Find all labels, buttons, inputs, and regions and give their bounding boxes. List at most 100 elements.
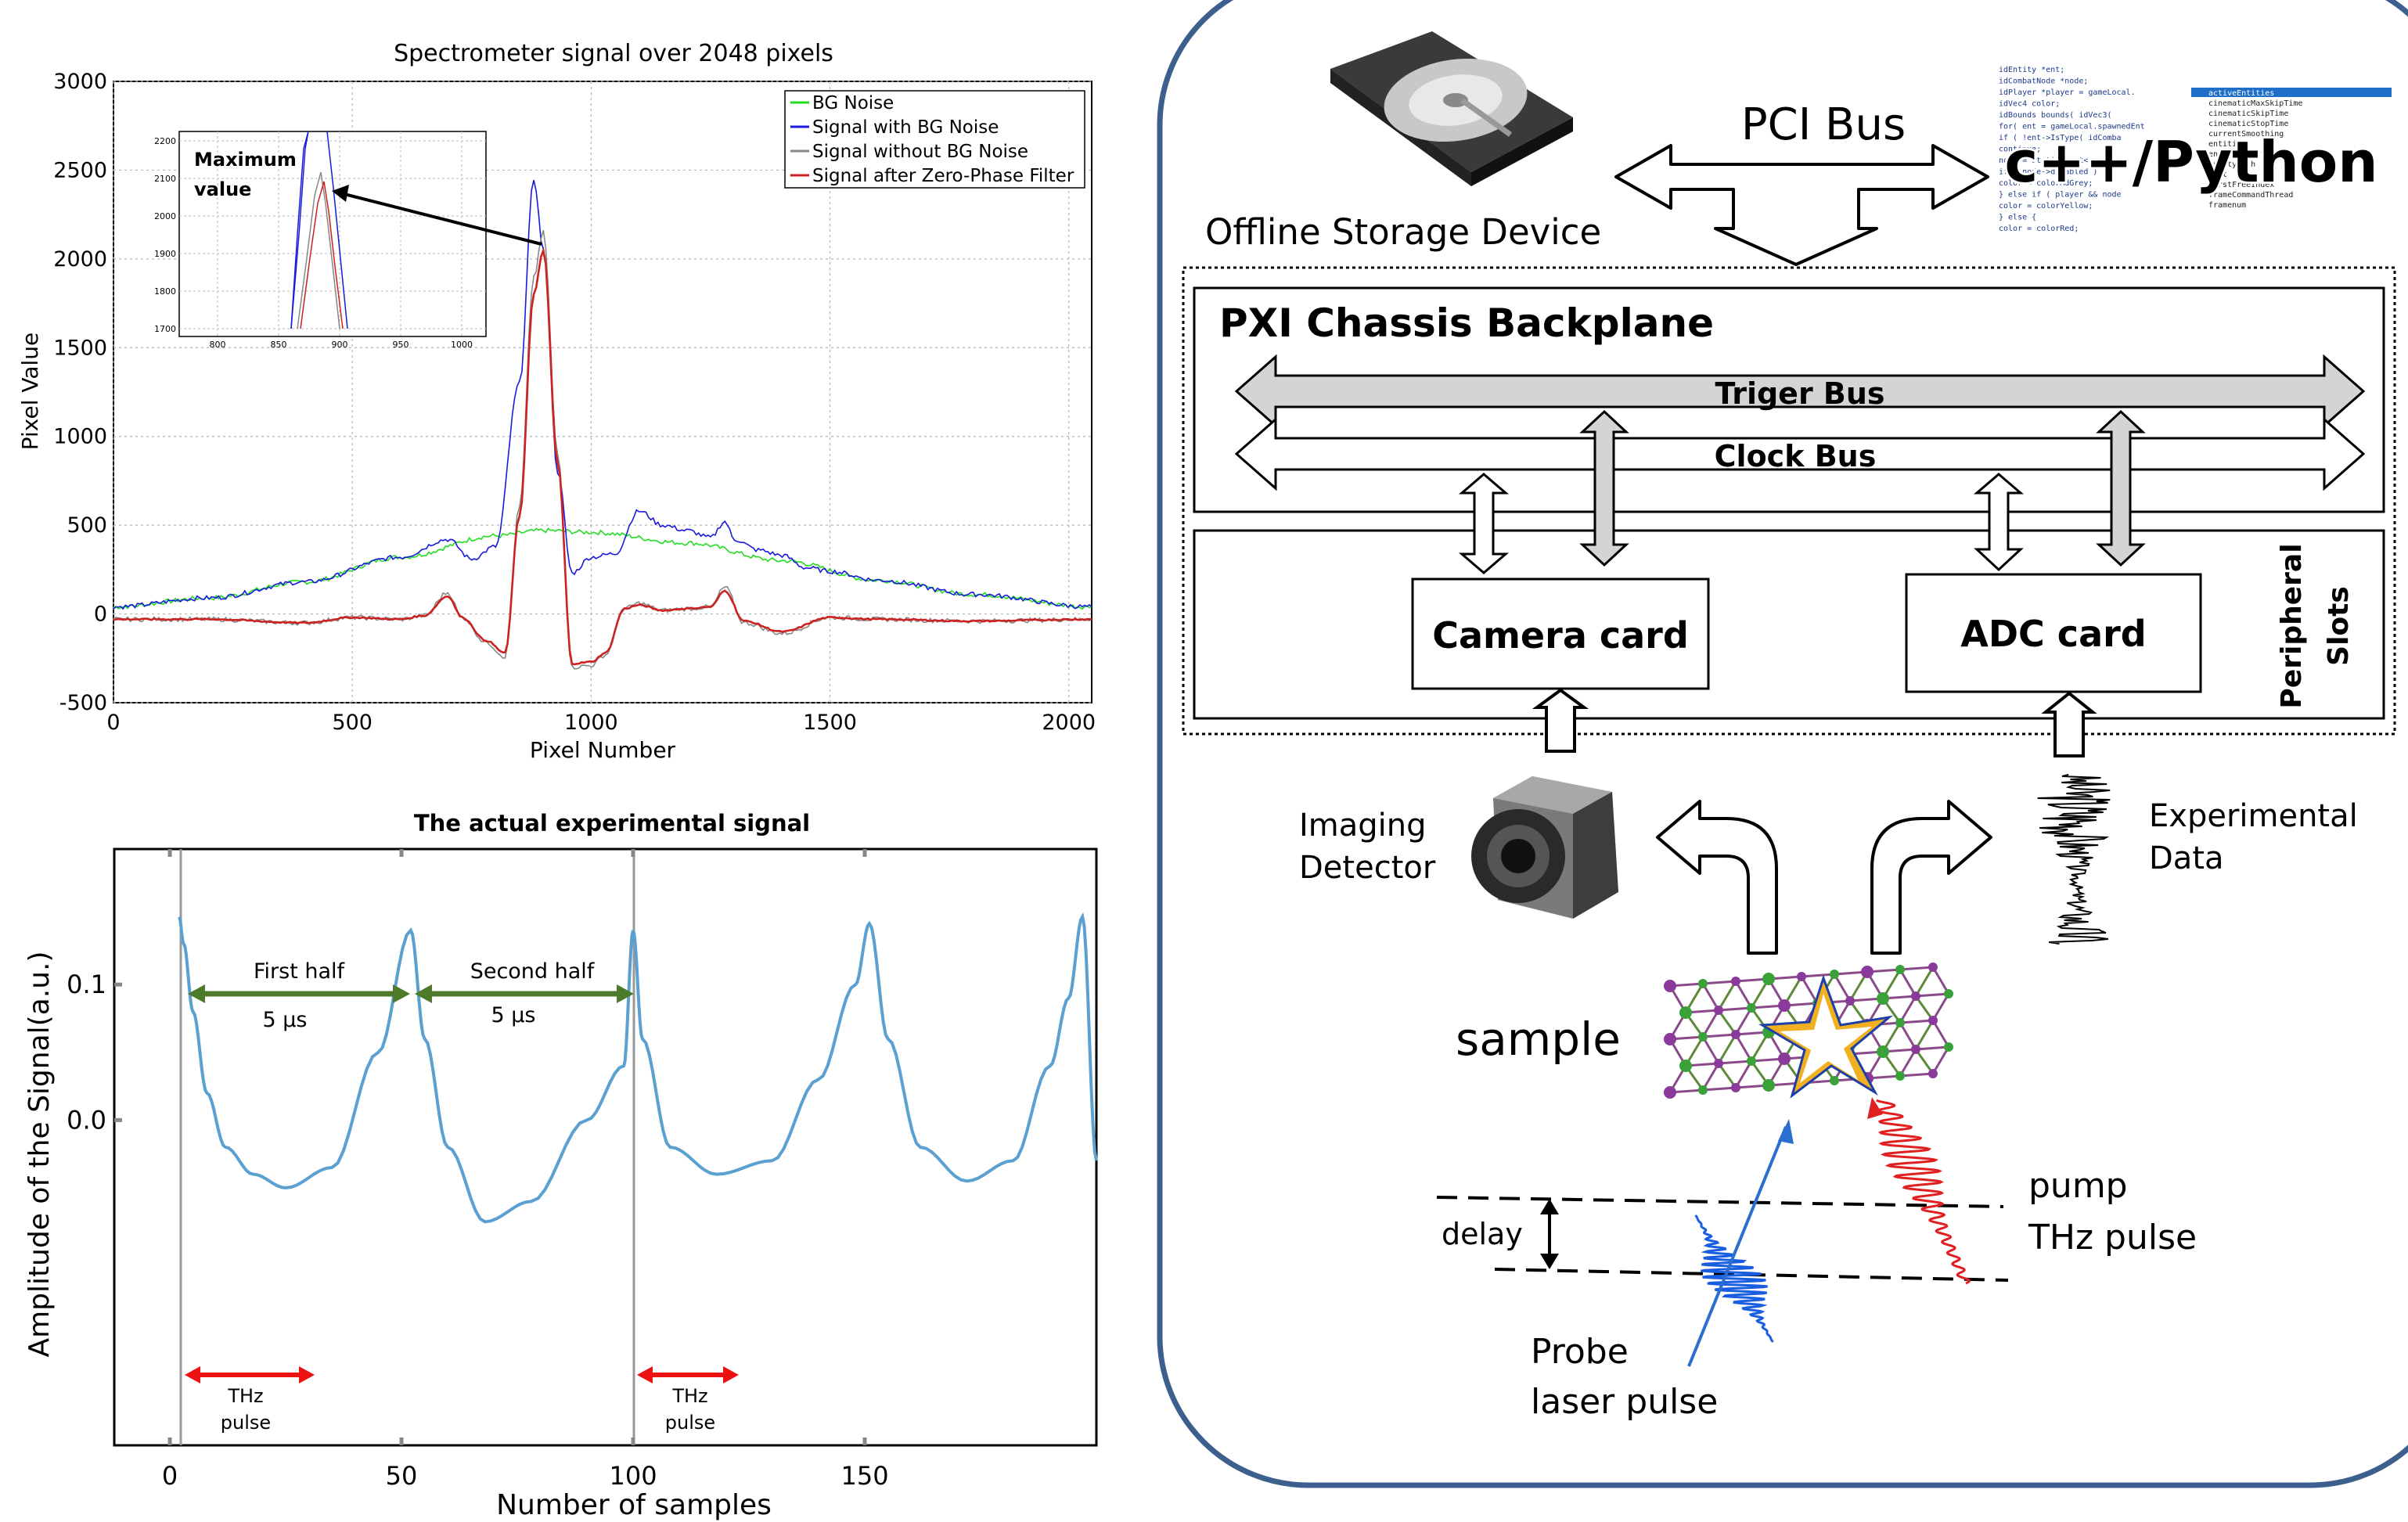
duration-label-1: 5 μs xyxy=(262,1008,307,1032)
autocomplete-item: firstFreeIndex xyxy=(2208,181,2274,189)
autocomplete-item: entityDefBits xyxy=(2208,150,2269,159)
lattice-bond xyxy=(1899,966,1934,971)
code-line: } else if ( player && node xyxy=(1999,191,2122,200)
camera-trigger-connector xyxy=(1579,409,1629,567)
slots-label: Slots xyxy=(2323,586,2355,666)
lattice-bond xyxy=(1702,980,1737,985)
legend-label-bg-noise: BG Noise xyxy=(812,93,894,113)
lattice-bond xyxy=(1717,980,1737,1011)
adc-card-label: ADC card xyxy=(1960,613,2146,655)
top-chart-title: Spectrometer signal over 2048 pixels xyxy=(394,40,833,67)
data-label: Data xyxy=(2149,840,2224,876)
pci-bus-label: PCI Bus xyxy=(1741,99,1906,150)
inset-pointer-head xyxy=(332,185,349,202)
inset-xtick: 1000 xyxy=(451,340,473,350)
adc-card-box[interactable] xyxy=(1905,573,2202,693)
lattice-atom xyxy=(1861,966,1873,978)
lattice-atom xyxy=(1747,1056,1756,1066)
lattice-atom xyxy=(1778,999,1791,1012)
legend-label-signal-with-noise: Signal with BG Noise xyxy=(812,117,999,138)
lattice-atom xyxy=(1928,962,1938,972)
lattice-bond xyxy=(1915,1045,1949,1051)
pump-pulse-icon xyxy=(1867,1097,1971,1285)
bottom-ytick-label: 0.0 xyxy=(67,1105,106,1135)
code-snippet-image: idEntity *ent; idCombatNode *node; idPlaye… xyxy=(1996,59,2392,250)
laser-pulse-label: laser pulse xyxy=(1531,1382,1718,1422)
inset-curve-blue-path xyxy=(290,131,348,329)
lattice-bond xyxy=(1717,1009,1737,1035)
lattice-bond xyxy=(1931,1046,1950,1074)
top-ytick-label: 0 xyxy=(94,603,107,627)
inset-xtick: 900 xyxy=(332,340,348,350)
second-half-label: Second half xyxy=(470,959,596,984)
top-xtick-label: 2000 xyxy=(1042,711,1096,735)
inset-xtick: 800 xyxy=(210,340,226,350)
legend-label-filtered: Signal after Zero-Phase Filter xyxy=(812,166,1074,186)
adc-clock-connector xyxy=(1973,473,2025,572)
autocomplete-item: entityHash xyxy=(2208,160,2255,169)
delay-arrow-head-bottom xyxy=(1540,1254,1559,1269)
bottom-series-lines xyxy=(178,912,1098,1224)
top-xtick-label: 1000 xyxy=(564,711,618,735)
code-line: for( ent = gameLocal.spawnedEnt xyxy=(1999,123,2145,131)
lattice-atom xyxy=(1664,980,1676,992)
first-half-arrow xyxy=(188,984,410,1003)
lattice-atom xyxy=(1747,1003,1756,1013)
inset-curve-gray xyxy=(297,171,340,329)
lattice-bond xyxy=(1899,969,1917,997)
probe-label: Probe xyxy=(1531,1332,1629,1372)
lattice-bond xyxy=(1717,1063,1737,1088)
bottom-xtick-label: 150 xyxy=(840,1461,888,1491)
inset-annotation-line1: Maximum xyxy=(194,149,297,171)
lattice-atom xyxy=(1731,977,1740,986)
top-ytick-label: 1000 xyxy=(53,425,107,449)
top-ytick-label: 2000 xyxy=(53,247,107,272)
autocomplete-item: fast xyxy=(2208,171,2227,179)
lattice-bond xyxy=(1914,966,1935,997)
inset-ytick: 2200 xyxy=(154,136,176,146)
code-line: } else { xyxy=(1999,214,2036,222)
legend-label-signal-without-noise: Signal without BG Noise xyxy=(812,142,1028,162)
lattice-bond xyxy=(1717,1034,1737,1064)
code-line: idEntity *ent; xyxy=(1999,66,2064,74)
delay-arrow-head-top xyxy=(1540,1199,1559,1214)
lattice-atom xyxy=(1778,1052,1791,1065)
top-chart: Spectrometer signal over 2048 pixels 300… xyxy=(17,40,1096,763)
top-ytick-label: 2500 xyxy=(53,158,107,182)
top-inset: 2200 2100 2000 1900 1800 1700 800 850 90… xyxy=(154,131,542,350)
lattice-atom xyxy=(1895,1018,1905,1027)
inset-ytick: 1900 xyxy=(154,249,176,259)
pump-label: pump xyxy=(2028,1166,2128,1206)
code-line: if ( !ent->IsType( idComba xyxy=(1999,134,2122,142)
legend-box xyxy=(784,90,1085,189)
clock-bus-label: Clock Bus xyxy=(1715,439,1877,473)
top-series-line xyxy=(113,180,1092,610)
lattice-atom xyxy=(1944,989,1953,998)
lattice-bond xyxy=(1899,1049,1917,1077)
sample-to-detector-arrow xyxy=(1656,800,1778,955)
delay-label: delay xyxy=(1442,1217,1523,1251)
trigger-bus-arrow xyxy=(1234,354,2366,429)
camera-card-box[interactable] xyxy=(1411,577,1710,690)
pci-bus-arrow xyxy=(1614,144,1989,266)
trigger-bus-label: Triger Bus xyxy=(1715,376,1884,411)
autocomplete-item: activeEntities xyxy=(2208,89,2274,98)
lattice-bond xyxy=(1702,1086,1737,1092)
code-line: continue; xyxy=(1999,146,2041,154)
excitation-star-icon xyxy=(1758,974,1894,1099)
top-chart-xlabel: Pixel Number xyxy=(530,737,676,763)
thz-pulse-label: THz pulse xyxy=(2028,1218,2197,1258)
clock-bus-arrow xyxy=(1234,416,2366,491)
bottom-chart-title: The actual experimental signal xyxy=(414,810,810,837)
lattice-bond xyxy=(1833,973,1852,1002)
inset-xtick: 850 xyxy=(271,340,287,350)
bottom-xtick-label: 50 xyxy=(386,1461,418,1491)
inset-curves xyxy=(290,131,348,329)
lattice-bond xyxy=(1915,992,1949,998)
lattice-atom xyxy=(1830,970,1839,979)
inset-annotation-line2: value xyxy=(194,178,251,200)
lattice-atom xyxy=(1944,1042,1953,1052)
lattice-bond xyxy=(1899,1022,1917,1050)
first-half-label: First half xyxy=(254,959,346,984)
probe-pulse-icon xyxy=(1687,1119,1794,1367)
